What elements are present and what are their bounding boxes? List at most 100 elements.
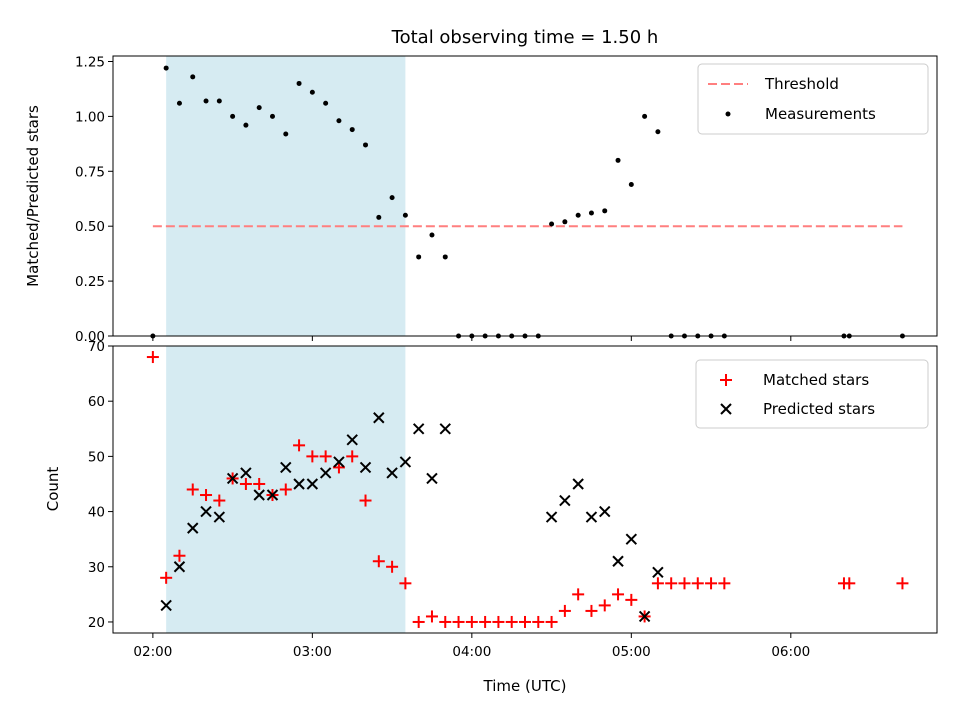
predicted-star-point xyxy=(280,461,292,474)
predicted-star-stroke-b xyxy=(226,472,239,485)
matched-star-point xyxy=(293,439,306,452)
predicted-star-point xyxy=(346,434,358,446)
predicted-star-stroke-b xyxy=(173,561,186,573)
measurement-point xyxy=(269,113,275,119)
matched-star-point xyxy=(425,610,438,623)
top-y-tick-label: 0.50 xyxy=(75,219,105,235)
matched-star-point xyxy=(359,494,372,507)
bottom-y-tick-label: 20 xyxy=(88,615,105,631)
legend-threshold-label: Threshold xyxy=(764,75,839,93)
matched-star-point xyxy=(386,560,399,573)
predicted-star-point xyxy=(625,533,638,545)
predicted-star-stroke-b xyxy=(545,511,558,523)
top-y-tick-label: 0.25 xyxy=(75,274,105,290)
top-panel: Total observing time = 1.50 h 0.000.250.… xyxy=(24,27,938,345)
top-y-tick-label: 0.75 xyxy=(75,164,105,180)
predicted-star-stroke-b xyxy=(572,478,584,490)
predicted-star-stroke-b xyxy=(266,489,279,501)
predicted-star-stroke-b xyxy=(399,456,412,468)
x-axis-label: Time (UTC) xyxy=(483,677,567,695)
measurement-point xyxy=(283,131,289,137)
matched-star-point xyxy=(572,588,585,601)
predicted-star-point xyxy=(306,478,319,490)
predicted-star-point xyxy=(226,472,239,485)
predicted-star-stroke-b xyxy=(625,533,638,545)
measurement-point xyxy=(309,89,315,95)
matched-star-point xyxy=(625,593,638,606)
predicted-star-stroke-b xyxy=(412,423,425,435)
matched-star-point xyxy=(253,477,266,490)
top-y-tick-label: 1.25 xyxy=(75,54,105,70)
measurement-point xyxy=(602,208,608,214)
predicted-star-stroke-b xyxy=(426,472,438,485)
predicted-star-point xyxy=(319,467,332,479)
matched-star-point xyxy=(545,615,558,628)
measurement-point xyxy=(429,232,435,238)
predicted-star-stroke-b xyxy=(599,505,611,518)
matched-star-point xyxy=(372,555,385,568)
matched-star-point xyxy=(558,604,571,617)
measurement-point xyxy=(549,221,555,227)
matched-star-point xyxy=(452,615,465,628)
predicted-star-point xyxy=(266,489,279,501)
matched-star-point xyxy=(665,577,678,590)
matched-star-point xyxy=(691,577,704,590)
predicted-star-point xyxy=(253,489,265,501)
predicted-star-point xyxy=(187,522,199,534)
measurement-point xyxy=(389,195,395,201)
measurement-point xyxy=(562,219,568,225)
predicted-star-stroke-b xyxy=(346,434,358,446)
bottom-y-tick-label: 70 xyxy=(88,339,105,355)
predicted-star-point xyxy=(559,494,571,507)
matched-star-point xyxy=(319,450,332,463)
matched-star-point xyxy=(200,489,213,502)
matched-star-point xyxy=(612,588,625,601)
matched-star-point xyxy=(505,615,518,628)
measurement-point xyxy=(296,80,302,86)
predicted-star-point xyxy=(200,505,212,518)
measurement-point xyxy=(628,181,634,187)
predicted-star-stroke-b xyxy=(386,467,398,479)
predicted-star-point xyxy=(173,561,186,573)
matched-star-point xyxy=(186,483,199,496)
measurement-point xyxy=(203,98,209,104)
bottom-x-ticks: 02:00 03:00 04:00 05:00 06:00 xyxy=(133,633,810,660)
predicted-star-point xyxy=(426,472,438,485)
predicted-stars-points xyxy=(160,412,664,623)
matched-star-point xyxy=(532,615,545,628)
x-tick-label: 05:00 xyxy=(612,644,651,660)
predicted-star-stroke-b xyxy=(638,610,651,623)
measurement-point xyxy=(588,210,594,216)
legend-predicted-swatch xyxy=(720,403,732,415)
predicted-star-stroke-b xyxy=(359,461,372,474)
measurement-point xyxy=(216,98,222,104)
measurement-point xyxy=(575,212,581,218)
matched-star-point xyxy=(412,615,425,628)
predicted-star-point xyxy=(572,478,584,490)
measurement-point xyxy=(655,129,661,135)
top-plot-frame xyxy=(112,55,938,337)
bottom-y-axis-label: Count xyxy=(44,467,62,512)
chart-title: Total observing time = 1.50 h xyxy=(391,27,659,48)
matched-star-point xyxy=(492,615,505,628)
measurement-point xyxy=(230,113,236,119)
measurement-point xyxy=(336,118,342,124)
predicted-star-point xyxy=(412,423,425,435)
legend-matched-label: Matched stars xyxy=(763,371,869,389)
predicted-star-point xyxy=(333,456,345,468)
matched-star-point xyxy=(896,577,909,590)
predicted-star-stroke-b xyxy=(293,478,305,490)
predicted-star-stroke-b xyxy=(280,461,292,474)
predicted-star-stroke-b xyxy=(160,599,172,612)
predicted-star-point xyxy=(373,412,385,424)
bottom-legend-box xyxy=(695,359,929,429)
matched-star-point xyxy=(585,604,598,617)
matched-star-point xyxy=(843,577,856,590)
top-y-ticks: 0.00 0.25 0.50 0.75 1.00 1.25 xyxy=(75,54,113,345)
matched-star-point xyxy=(651,577,664,590)
x-tick-label: 04:00 xyxy=(452,644,491,660)
predicted-star-stroke-b xyxy=(213,511,226,523)
legend-measurements-label: Measurements xyxy=(765,105,876,123)
predicted-star-point xyxy=(386,467,398,479)
matched-star-point xyxy=(332,461,345,474)
